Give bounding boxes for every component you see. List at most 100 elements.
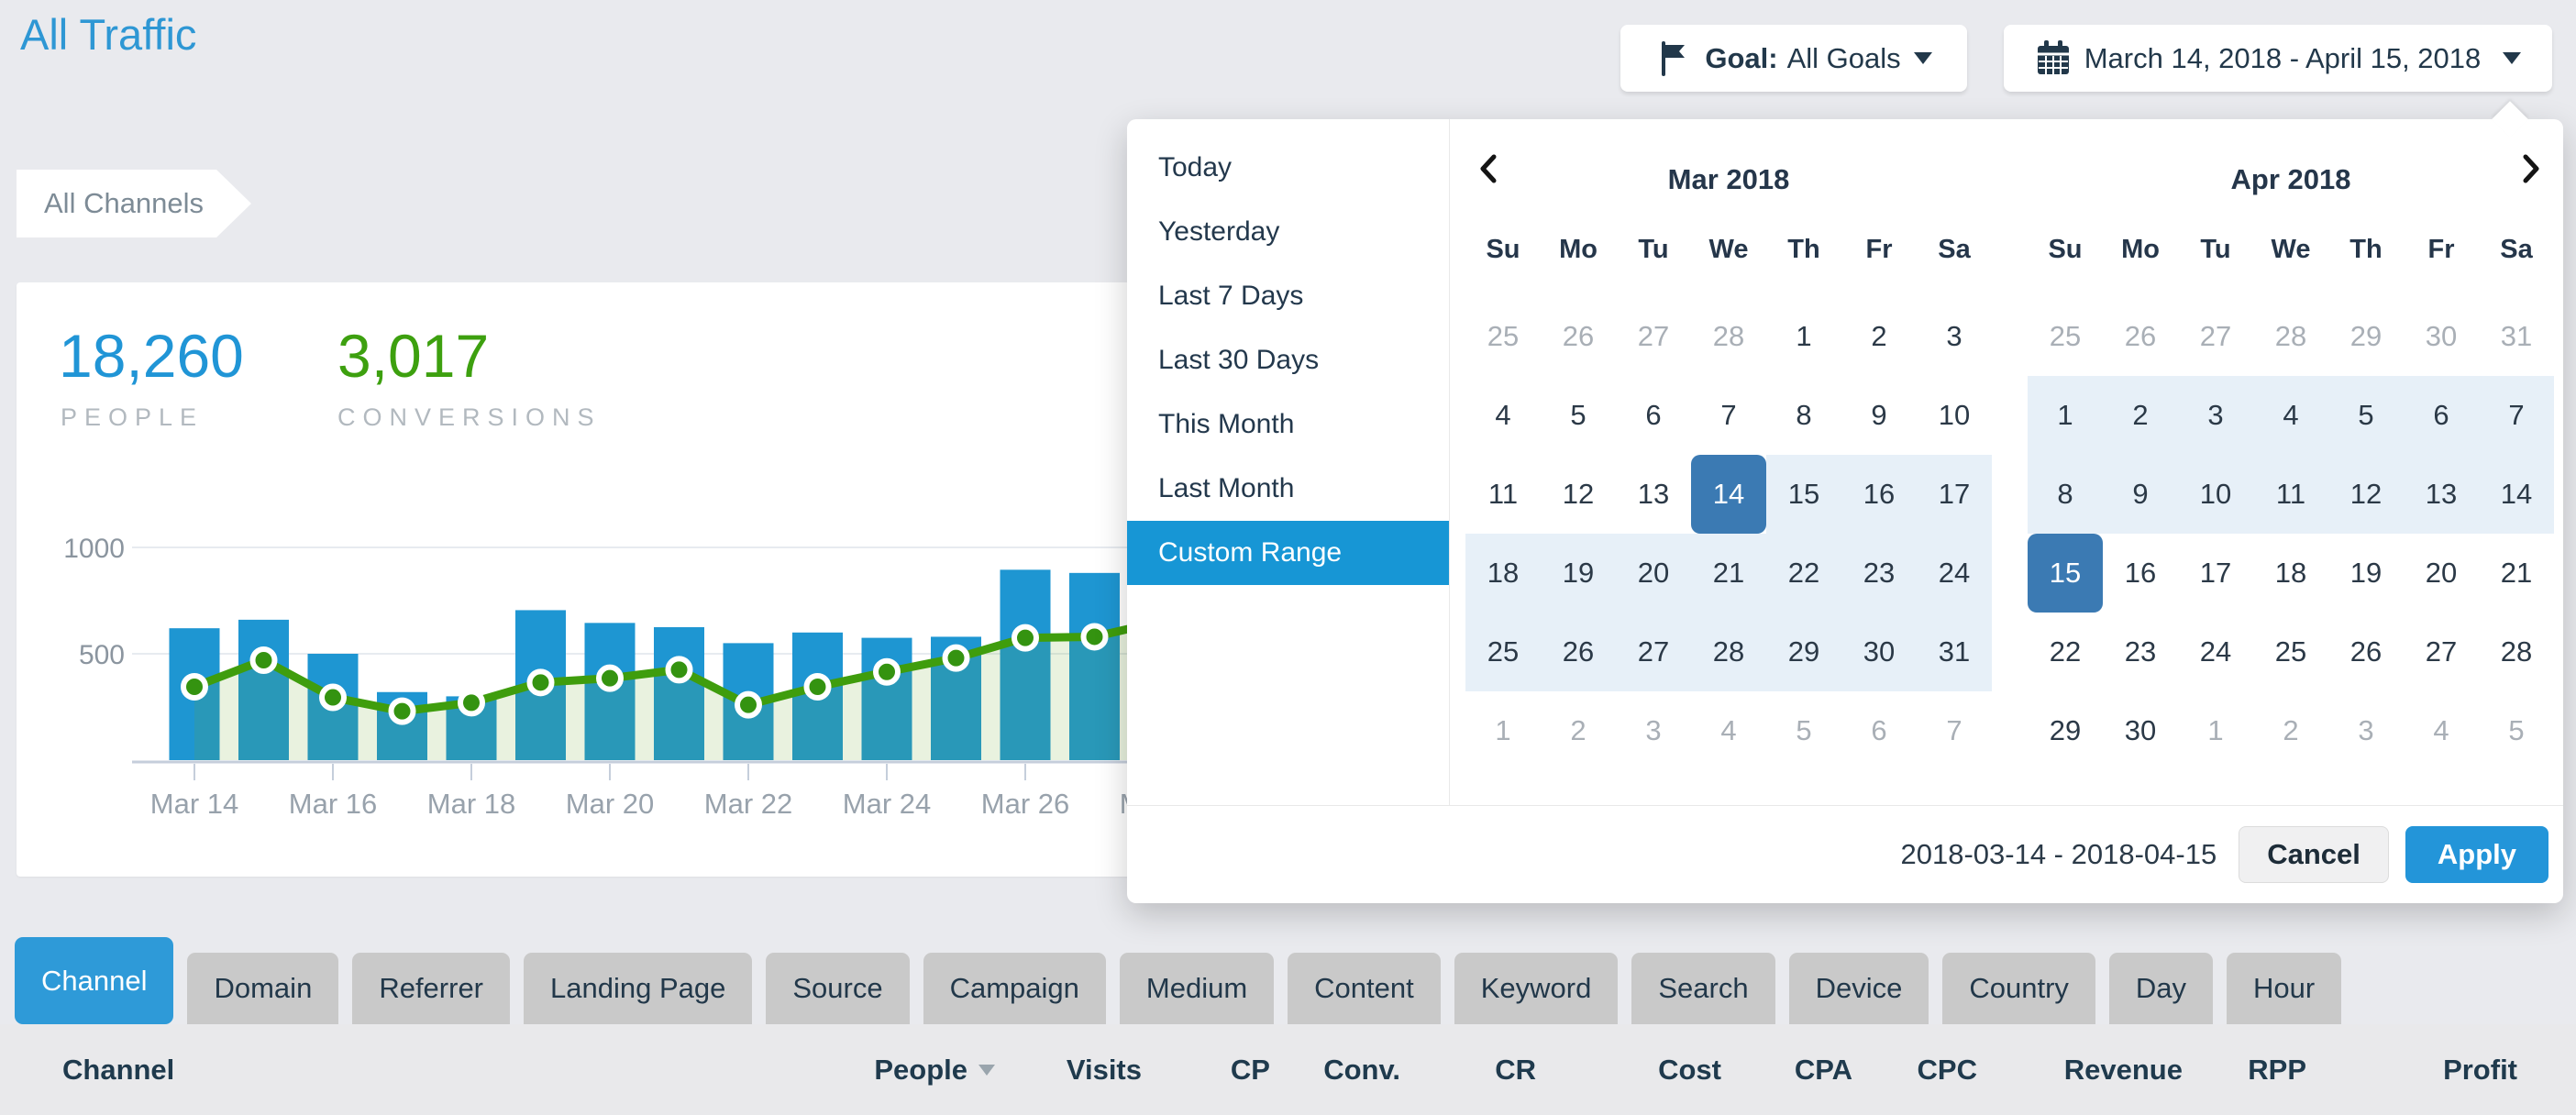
day-cell[interactable]: 11 xyxy=(2253,455,2328,534)
day-cell[interactable]: 30 xyxy=(1841,613,1917,691)
day-cell[interactable]: 28 xyxy=(1712,320,1745,352)
day-cell[interactable]: 1 xyxy=(1796,320,1812,352)
cancel-button[interactable]: Cancel xyxy=(2239,825,2389,883)
day-cell[interactable]: 5 xyxy=(1796,714,1812,746)
day-cell[interactable]: 18 xyxy=(2274,557,2307,589)
column-header-cr[interactable]: CR xyxy=(1400,1054,1536,1087)
day-cell[interactable]: 16 xyxy=(2124,557,2157,589)
tab-content[interactable]: Content xyxy=(1288,953,1441,1024)
day-cell[interactable]: 27 xyxy=(2425,635,2458,668)
day-cell[interactable]: 22 xyxy=(1766,534,1841,613)
column-header-cpc[interactable]: CPC xyxy=(1852,1054,1977,1087)
preset-yesterday[interactable]: Yesterday xyxy=(1158,216,1280,247)
preset-this-month[interactable]: This Month xyxy=(1158,409,1295,439)
day-cell[interactable]: 30 xyxy=(2124,714,2157,746)
day-cell[interactable]: 29 xyxy=(2349,320,2383,352)
day-cell[interactable]: 7 xyxy=(1720,399,1737,431)
day-cell[interactable]: 29 xyxy=(1766,613,1841,691)
day-cell[interactable]: 2 xyxy=(1871,320,1887,352)
tab-campaign[interactable]: Campaign xyxy=(923,953,1106,1024)
day-cell[interactable]: 24 xyxy=(2199,635,2232,668)
day-cell[interactable]: 8 xyxy=(2028,455,2103,534)
column-header-cpa[interactable]: CPA xyxy=(1721,1054,1852,1087)
tab-hour[interactable]: Hour xyxy=(2227,953,2342,1024)
day-cell[interactable]: 16 xyxy=(1841,455,1917,534)
day-cell[interactable]: 6 xyxy=(1645,399,1662,431)
day-cell[interactable]: 25 xyxy=(1487,320,1520,352)
column-header-revenue[interactable]: Revenue xyxy=(1977,1054,2183,1087)
day-cell[interactable]: 19 xyxy=(2349,557,2383,589)
day-cell[interactable]: 10 xyxy=(1938,399,1971,431)
day-cell[interactable]: 25 xyxy=(2274,635,2307,668)
day-cell[interactable]: 28 xyxy=(2274,320,2307,352)
preset-last-7-days[interactable]: Last 7 Days xyxy=(1158,281,1304,311)
column-header-conv-[interactable]: Conv. xyxy=(1270,1054,1400,1087)
day-cell[interactable]: 17 xyxy=(2199,557,2232,589)
column-header-channel[interactable]: Channel xyxy=(0,1054,812,1087)
tab-keyword[interactable]: Keyword xyxy=(1454,953,1619,1024)
goal-selector-button[interactable]: Goal: All Goals xyxy=(1620,25,1967,92)
tab-device[interactable]: Device xyxy=(1788,953,1929,1024)
tab-source[interactable]: Source xyxy=(766,953,910,1024)
day-cell[interactable]: 4 xyxy=(2253,376,2328,455)
day-cell[interactable]: 14 xyxy=(1691,455,1766,534)
day-cell[interactable]: 30 xyxy=(2425,320,2458,352)
day-cell[interactable]: 7 xyxy=(1946,714,1962,746)
tab-channel[interactable]: Channel xyxy=(15,937,174,1024)
day-cell[interactable]: 12 xyxy=(1562,478,1595,510)
day-cell[interactable]: 28 xyxy=(2500,635,2533,668)
day-cell[interactable]: 18 xyxy=(1465,534,1541,613)
day-cell[interactable]: 13 xyxy=(2404,455,2479,534)
apply-button[interactable]: Apply xyxy=(2405,825,2548,883)
prev-month-icon[interactable] xyxy=(1469,149,1509,189)
tab-referrer[interactable]: Referrer xyxy=(352,953,511,1024)
day-cell[interactable]: 6 xyxy=(1871,714,1887,746)
column-header-cost[interactable]: Cost xyxy=(1536,1054,1721,1087)
column-header-people[interactable]: People xyxy=(812,1054,995,1087)
day-cell[interactable]: 12 xyxy=(2328,455,2404,534)
date-range-button[interactable]: March 14, 2018 - April 15, 2018 xyxy=(2004,25,2552,92)
day-cell[interactable]: 2 xyxy=(2283,714,2299,746)
day-cell[interactable]: 26 xyxy=(1541,613,1616,691)
day-cell[interactable]: 25 xyxy=(2049,320,2082,352)
day-cell[interactable]: 29 xyxy=(2049,714,2082,746)
day-cell[interactable]: 31 xyxy=(2500,320,2533,352)
preset-custom-range[interactable]: Custom Range xyxy=(1127,521,1449,585)
day-cell[interactable]: 11 xyxy=(1487,478,1519,510)
day-cell[interactable]: 22 xyxy=(2049,635,2082,668)
day-cell[interactable]: 1 xyxy=(2207,714,2224,746)
day-cell[interactable]: 4 xyxy=(1495,399,1511,431)
preset-today[interactable]: Today xyxy=(1158,152,1233,182)
day-cell[interactable]: 2 xyxy=(2103,376,2178,455)
day-cell[interactable]: 3 xyxy=(1645,714,1662,746)
day-cell[interactable]: 3 xyxy=(2358,714,2374,746)
day-cell[interactable]: 1 xyxy=(2028,376,2103,455)
day-cell[interactable]: 5 xyxy=(2508,714,2525,746)
day-cell[interactable]: 13 xyxy=(1637,478,1670,510)
day-cell[interactable]: 20 xyxy=(1616,534,1691,613)
day-cell[interactable]: 14 xyxy=(2479,455,2554,534)
tab-country[interactable]: Country xyxy=(1942,953,2095,1024)
day-cell[interactable]: 5 xyxy=(1570,399,1587,431)
day-cell[interactable]: 15 xyxy=(1766,455,1841,534)
day-cell[interactable]: 27 xyxy=(2199,320,2232,352)
day-cell[interactable]: 23 xyxy=(1841,534,1917,613)
tab-day[interactable]: Day xyxy=(2108,953,2214,1024)
day-cell[interactable]: 19 xyxy=(1541,534,1616,613)
next-month-icon[interactable] xyxy=(2510,149,2550,189)
day-cell[interactable]: 3 xyxy=(2178,376,2253,455)
day-cell[interactable]: 23 xyxy=(2124,635,2157,668)
day-cell[interactable]: 20 xyxy=(2425,557,2458,589)
day-cell[interactable]: 26 xyxy=(2349,635,2383,668)
column-header-profit[interactable]: Profit xyxy=(2306,1054,2517,1087)
day-cell[interactable]: 5 xyxy=(2328,376,2404,455)
preset-last-month[interactable]: Last Month xyxy=(1158,473,1295,503)
day-cell[interactable]: 3 xyxy=(1946,320,1962,352)
day-cell[interactable]: 7 xyxy=(2479,376,2554,455)
day-cell[interactable]: 4 xyxy=(2433,714,2449,746)
day-cell[interactable]: 27 xyxy=(1637,320,1670,352)
day-cell[interactable]: 15 xyxy=(2028,534,2103,613)
day-cell[interactable]: 17 xyxy=(1917,455,1992,534)
day-cell[interactable]: 27 xyxy=(1616,613,1691,691)
day-cell[interactable]: 9 xyxy=(2103,455,2178,534)
